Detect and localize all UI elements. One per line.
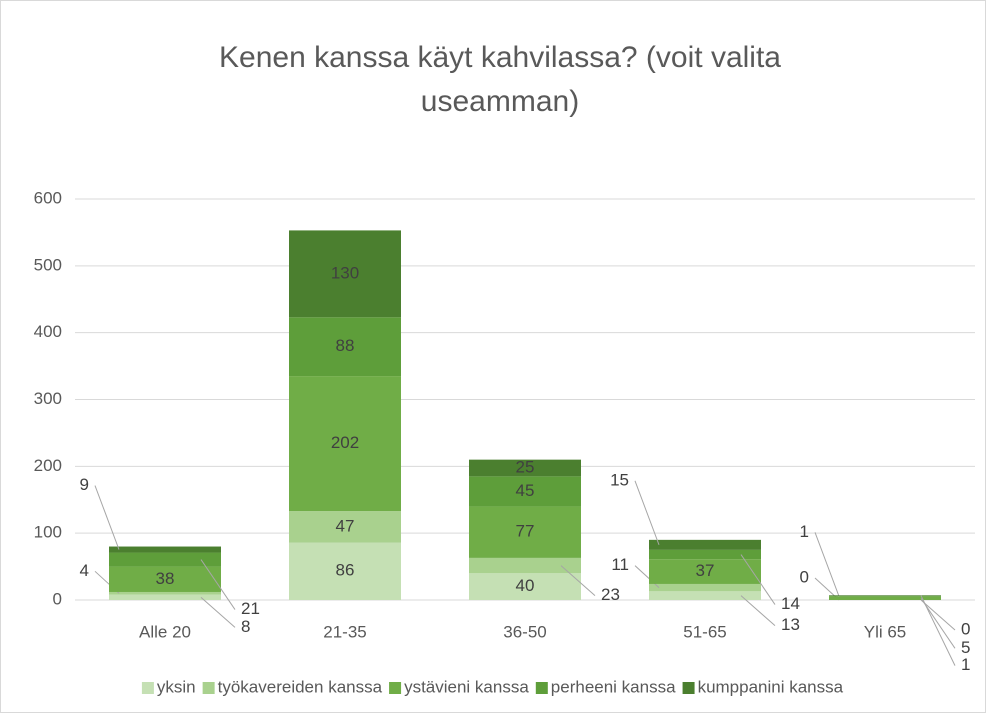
bar-segment (109, 594, 221, 600)
data-label: 86 (336, 561, 355, 580)
bar-segment (109, 552, 221, 567)
data-label: 11 (611, 555, 629, 574)
data-label: 1 (961, 655, 970, 674)
x-tick-label: 51-65 (683, 622, 726, 641)
bar-segment (109, 546, 221, 553)
data-label: 23 (601, 585, 620, 604)
leader-line (814, 532, 840, 597)
leader-line (634, 480, 660, 546)
data-label: 1 (800, 522, 809, 541)
y-tick-label: 0 (53, 589, 62, 608)
leader-line (200, 596, 236, 628)
legend-label: ystävieni kanssa (404, 677, 529, 696)
legend-label: perheeni kanssa (551, 677, 676, 696)
bar-segment (649, 559, 761, 584)
bar-segment (469, 506, 581, 558)
bar-segment (289, 511, 401, 543)
bar-segment (829, 596, 941, 600)
y-tick-label: 200 (34, 456, 62, 475)
legend-swatch (535, 682, 548, 694)
data-label: 130 (331, 263, 359, 282)
data-label: 0 (800, 567, 809, 586)
y-tick-label: 100 (34, 523, 62, 542)
legend-swatch (389, 682, 402, 694)
data-label: 25 (516, 457, 535, 476)
bar-segment (469, 459, 581, 477)
data-label: 21 (241, 599, 260, 618)
bar-segment (649, 539, 761, 550)
y-tick-label: 600 (34, 188, 62, 207)
data-label: 40 (516, 576, 535, 595)
leader-line (920, 599, 956, 631)
legend-label: työkavereiden kanssa (218, 677, 383, 696)
y-tick-label: 400 (34, 322, 62, 341)
leader-line (200, 559, 236, 610)
chart-title: Kenen kanssa käyt kahvilassa? (voit vali… (219, 41, 781, 118)
data-label: 88 (336, 336, 355, 355)
bar-segment (289, 542, 401, 600)
data-label: 15 (610, 470, 629, 489)
leader-line (634, 565, 660, 589)
x-tick-label: Yli 65 (864, 622, 907, 641)
leader-line (94, 485, 120, 550)
data-label: 47 (336, 516, 355, 535)
data-label: 9 (80, 475, 89, 494)
leader-line (560, 565, 596, 596)
data-label: 202 (331, 433, 359, 452)
bar-segment (469, 573, 581, 600)
data-label: 5 (961, 638, 970, 657)
bar-segment (649, 591, 761, 600)
legend-label: kumppanini kanssa (698, 677, 844, 696)
data-label: 8 (241, 617, 250, 636)
legend-label: yksin (157, 677, 196, 696)
bar-segment (109, 566, 221, 592)
bar-segment (829, 595, 941, 596)
data-label: 45 (516, 481, 535, 500)
leader-line (740, 554, 776, 605)
bar-segment (469, 476, 581, 507)
x-tick-label: 21-35 (323, 622, 366, 641)
x-tick-label: 36-50 (503, 622, 546, 641)
y-tick-label: 300 (34, 389, 62, 408)
bar-segment (649, 583, 761, 592)
data-label: 37 (696, 561, 715, 580)
data-label: 0 (961, 619, 970, 638)
bar-segment (469, 557, 581, 574)
legend-swatch (141, 682, 154, 694)
bar-segment (289, 230, 401, 318)
legend-swatch (202, 682, 215, 694)
bar-segment (289, 376, 401, 512)
data-label: 38 (156, 569, 175, 588)
data-label: 77 (516, 522, 535, 541)
data-label: 4 (80, 561, 89, 580)
data-label: 14 (781, 594, 800, 613)
y-tick-label: 500 (34, 255, 62, 274)
x-tick-label: Alle 20 (139, 622, 191, 641)
bar-segment (109, 591, 221, 595)
bar-segment (289, 317, 401, 377)
legend-swatch (682, 682, 695, 694)
leader-line (740, 595, 776, 627)
leader-line (920, 595, 956, 666)
bar-segment (829, 595, 941, 597)
bar-segment (649, 549, 761, 560)
data-label: 13 (781, 615, 800, 634)
